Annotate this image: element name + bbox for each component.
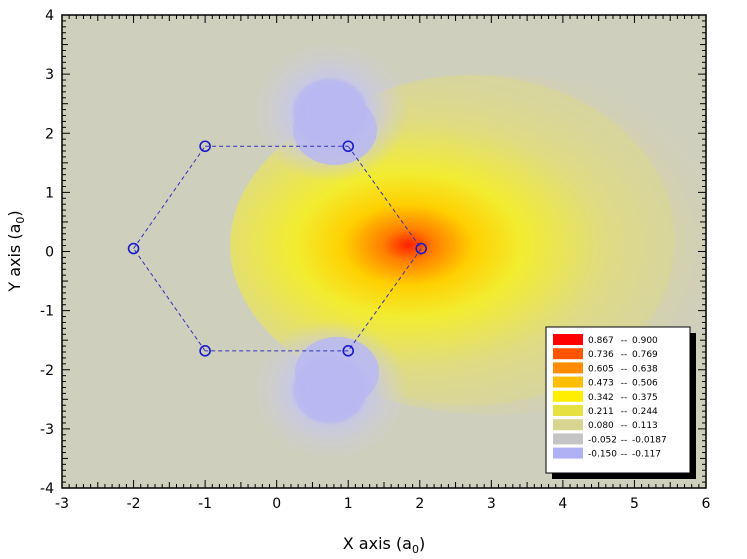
legend-swatch	[553, 348, 583, 360]
legend-swatch	[553, 433, 583, 445]
y-axis-title: Y axis (a0)	[5, 210, 27, 292]
negative-lobe-bottom-inner	[295, 337, 379, 407]
ticks	[61, 14, 707, 489]
x-tick-label: 0	[272, 496, 281, 512]
legend-sep: --	[621, 407, 628, 417]
legend-high: 0.244	[632, 407, 658, 417]
atom-marker	[342, 345, 355, 357]
legend-low: 0.605	[588, 364, 614, 374]
legend-low: 0.867	[588, 336, 614, 346]
x-tick-label: -3	[55, 496, 69, 512]
y-tick-label: 0	[45, 245, 54, 261]
y-tick-label: -3	[40, 422, 54, 438]
legend-sep: --	[621, 435, 628, 445]
x-axis-title: X axis (a0)	[343, 534, 425, 556]
bonds	[133, 145, 422, 352]
legend-sep: --	[621, 379, 628, 389]
atoms	[127, 140, 428, 357]
legend-low: -0.052	[588, 435, 617, 445]
legend-swatch	[553, 334, 583, 345]
legend-high: -0.0187	[632, 435, 667, 445]
y-tick-label: -1	[40, 304, 54, 320]
legend-high: 0.375	[632, 393, 658, 403]
legend-sep: --	[621, 450, 628, 460]
legend-high: 0.900	[632, 336, 658, 346]
legend-swatch	[553, 362, 583, 374]
atom-marker	[415, 242, 428, 255]
x-tick-label: -2	[127, 496, 141, 512]
legend-low: 0.342	[588, 393, 614, 403]
x-tick-label: 6	[702, 496, 711, 512]
legend-sep: --	[621, 364, 628, 374]
atom-marker	[342, 140, 355, 153]
legend: 0.867 -- 0.900 0.736 -- 0.769 0.605 -- 0.638 0.47…	[545, 326, 696, 479]
legend-low: 0.736	[588, 350, 614, 360]
negative-lobe-top-inner	[293, 95, 377, 165]
legend-swatch	[553, 447, 583, 459]
legend-sep: --	[621, 421, 628, 431]
legend-swatch	[553, 390, 583, 402]
y-tick-label: -4	[40, 481, 54, 497]
legend-low: 0.211	[588, 407, 614, 417]
legend-sep: --	[621, 393, 628, 403]
y-tick-label: 4	[45, 8, 54, 24]
atom-marker	[199, 140, 211, 153]
legend-sep: --	[621, 350, 628, 360]
x-tick-label: 4	[558, 496, 567, 512]
y-tick-label: -2	[40, 363, 54, 379]
x-tick-label: 1	[344, 496, 353, 512]
x-tick-label: 3	[487, 496, 496, 512]
y-tick-label: 3	[45, 67, 54, 83]
legend-sep: --	[621, 336, 628, 346]
x-tick-label: 5	[630, 496, 639, 512]
atom-marker	[127, 242, 140, 255]
y-tick-label: 1	[45, 185, 54, 201]
legend-high: 0.638	[632, 364, 658, 374]
legend-swatch	[553, 405, 583, 416]
atom-marker	[199, 345, 211, 357]
legend-high: 0.769	[632, 350, 658, 360]
legend-low: -0.150	[588, 450, 617, 460]
y-tick-label: 2	[45, 126, 54, 142]
legend-low: 0.080	[588, 421, 614, 431]
legend-swatch	[553, 419, 583, 431]
legend-low: 0.473	[588, 379, 614, 389]
legend-high: -0.117	[632, 450, 661, 460]
legend-high: 0.506	[632, 379, 658, 389]
x-tick-label: -1	[198, 496, 212, 512]
legend-swatch	[553, 376, 583, 388]
legend-high: 0.113	[632, 421, 658, 431]
x-tick-label: 2	[415, 496, 424, 512]
